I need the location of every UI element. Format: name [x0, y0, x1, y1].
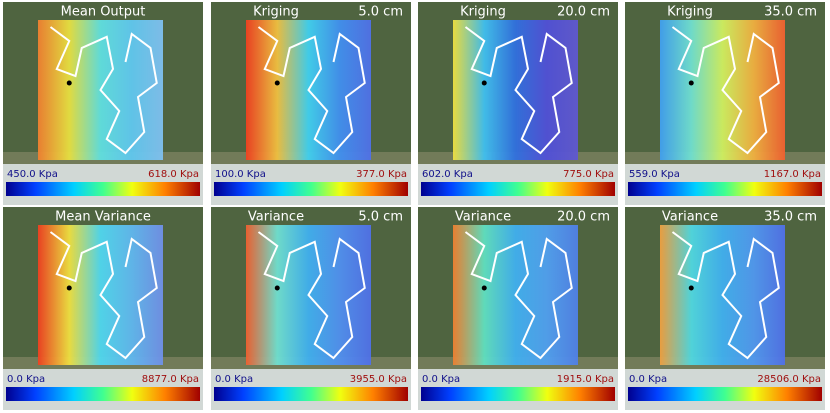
- max-label: 1915.0 Kpa: [557, 374, 614, 385]
- start-point: [274, 80, 280, 86]
- min-label: 0.0 Kpa: [422, 374, 460, 385]
- survey-route: [671, 26, 780, 155]
- colorbar: [421, 182, 615, 196]
- panel: Mean Output 450.0 Kpa 618.0 Kpa: [3, 2, 203, 205]
- min-label: 0.0 Kpa: [629, 374, 667, 385]
- panel: Kriging 5.0 cm 100.0 Kpa 377.0 Kpa: [211, 2, 411, 205]
- colorbar: [214, 182, 408, 196]
- colorbar: [214, 387, 408, 401]
- colorbar: [421, 387, 615, 401]
- max-label: 3955.0 Kpa: [350, 374, 407, 385]
- panel-depth: 5.0 cm: [358, 210, 403, 225]
- max-label: 28506.0 Kpa: [757, 374, 821, 385]
- panel-title: Kriging: [667, 5, 713, 20]
- panel: Variance 20.0 cm 0.0 Kpa 1915.0 Kpa: [418, 207, 618, 410]
- panel-depth: 20.0 cm: [557, 5, 610, 20]
- max-label: 377.0 Kpa: [356, 169, 407, 180]
- max-label: 8877.0 Kpa: [142, 374, 199, 385]
- survey-route: [257, 26, 366, 155]
- panel: Variance 35.0 cm 0.0 Kpa 28506.0 Kpa: [625, 207, 825, 410]
- min-label: 559.0 Kpa: [629, 169, 680, 180]
- panel-title: Variance: [455, 210, 511, 225]
- panel-title: Kriging: [253, 5, 299, 20]
- start-point: [481, 285, 487, 291]
- start-point: [66, 285, 72, 291]
- panel-title: Variance: [248, 210, 304, 225]
- colorbar: [628, 182, 822, 196]
- panels: Mean Output 450.0 Kpa 618.0 Kpa Kriging 5.0 …: [3, 2, 825, 410]
- min-label: 100.0 Kpa: [215, 169, 266, 180]
- panel: Kriging 35.0 cm 559.0 Kpa 1167.0 Kpa: [625, 2, 825, 205]
- max-label: 1167.0 Kpa: [764, 169, 821, 180]
- panel-title: Variance: [662, 210, 718, 225]
- start-point: [688, 80, 694, 86]
- survey-route: [49, 231, 158, 360]
- start-point: [66, 80, 72, 86]
- start-point: [481, 80, 487, 86]
- survey-route: [671, 231, 780, 360]
- max-label: 618.0 Kpa: [148, 169, 199, 180]
- panel-depth: 35.0 cm: [764, 5, 817, 20]
- start-point: [688, 285, 694, 291]
- min-label: 0.0 Kpa: [7, 374, 45, 385]
- survey-route: [464, 26, 573, 155]
- panel: Variance 5.0 cm 0.0 Kpa 3955.0 Kpa: [211, 207, 411, 410]
- panel-title: Mean Variance: [55, 210, 151, 225]
- start-point: [274, 285, 280, 291]
- colorbar: [6, 182, 200, 196]
- panel-depth: 35.0 cm: [764, 210, 817, 225]
- panel-depth: 5.0 cm: [358, 5, 403, 20]
- survey-route: [49, 26, 158, 155]
- survey-route: [257, 231, 366, 360]
- min-label: 0.0 Kpa: [215, 374, 253, 385]
- min-label: 602.0 Kpa: [422, 169, 473, 180]
- min-label: 450.0 Kpa: [7, 169, 58, 180]
- max-label: 775.0 Kpa: [563, 169, 614, 180]
- panel: Mean Variance 0.0 Kpa 8877.0 Kpa: [3, 207, 203, 410]
- survey-route: [464, 231, 573, 360]
- panel-title: Mean Output: [61, 5, 146, 20]
- panel-title: Kriging: [460, 5, 506, 20]
- colorbar: [6, 387, 200, 401]
- colorbar: [628, 387, 822, 401]
- panel-depth: 20.0 cm: [557, 210, 610, 225]
- panel: Kriging 20.0 cm 602.0 Kpa 775.0 Kpa: [418, 2, 618, 205]
